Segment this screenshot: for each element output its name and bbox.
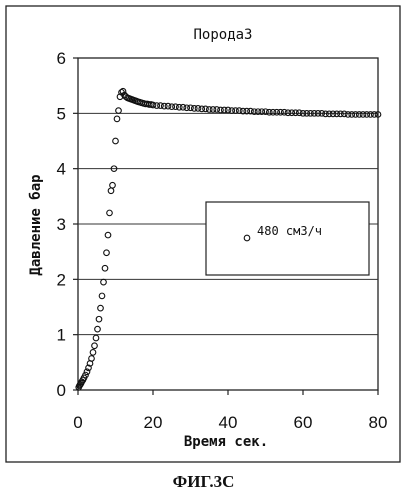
y-tick-label: 2 — [57, 270, 66, 289]
y-tick-label: 5 — [57, 104, 66, 123]
figure-caption: ФИГ.3С — [0, 472, 407, 492]
legend-box — [206, 202, 369, 275]
y-tick-label: 4 — [57, 160, 66, 179]
y-tick-label: 1 — [57, 326, 66, 345]
chart-title: Порода3 — [193, 27, 252, 43]
x-tick-label: 60 — [294, 413, 313, 432]
y-tick-label: 3 — [57, 215, 66, 234]
y-axis-label: Давление бар — [28, 174, 44, 275]
x-tick-label: 0 — [73, 413, 82, 432]
x-tick-label: 20 — [144, 413, 163, 432]
legend-label: 480 см3/ч — [257, 224, 322, 238]
y-tick-label: 0 — [57, 381, 66, 400]
x-tick-label: 40 — [219, 413, 238, 432]
y-axis-ticks: 0 1 2 3 4 5 6 — [57, 49, 78, 400]
x-axis-ticks: 0 20 40 60 80 — [73, 390, 387, 432]
x-tick-label: 80 — [369, 413, 388, 432]
y-tick-label: 6 — [57, 49, 66, 68]
x-axis-label: Время сек. — [184, 434, 268, 450]
